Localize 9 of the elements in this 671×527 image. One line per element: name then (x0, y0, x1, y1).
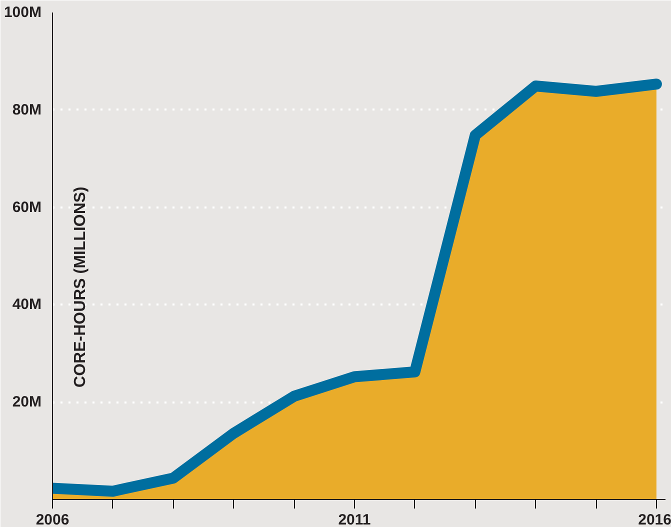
y-axis-title: CORE-HOURS (MILLIONS) (72, 186, 89, 388)
y-tick-label: 80M (12, 101, 42, 118)
y-tick-label: 40M (12, 296, 42, 314)
y-tick-label: 100M (4, 4, 42, 21)
x-tick-label: 2006 (36, 512, 70, 527)
y-tick-label: 20M (12, 394, 42, 411)
x-tick-label: 2016 (638, 512, 671, 527)
y-tick-label: 60M (12, 198, 42, 216)
x-tick-label: 2011 (338, 512, 371, 527)
